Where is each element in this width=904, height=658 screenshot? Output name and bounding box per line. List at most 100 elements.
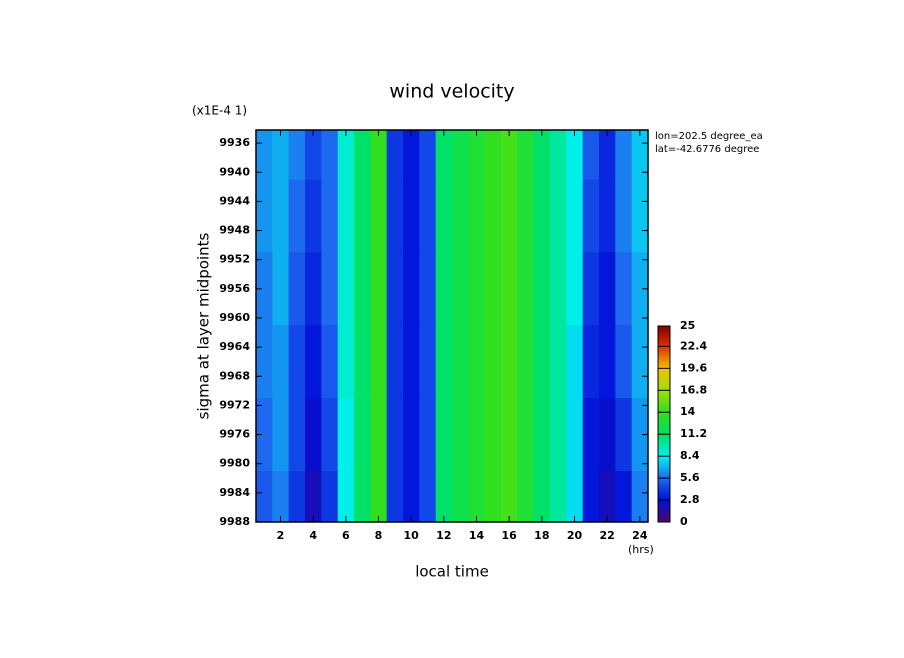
heat-cell (615, 398, 633, 472)
x-unit: (hrs) (628, 543, 654, 556)
heat-cell (337, 130, 355, 181)
x-tick-label: 2 (277, 529, 285, 542)
heat-cell (435, 130, 453, 181)
heat-cell (533, 470, 551, 523)
heat-cell (288, 398, 306, 472)
heat-cell (419, 130, 437, 181)
heat-cell (484, 470, 502, 523)
y-tick-label: 9968 (219, 369, 250, 382)
heat-cell (517, 130, 535, 181)
colorbar-tick-label: 19.6 (680, 361, 707, 374)
heat-cell (419, 179, 437, 253)
heat-cell (337, 252, 355, 326)
heat-cell (452, 130, 469, 181)
heat-cell (337, 398, 355, 472)
y-tick-label: 9976 (219, 428, 250, 441)
heat-cell (386, 130, 404, 181)
heat-cell (484, 325, 502, 399)
heat-cell (501, 179, 518, 253)
heat-cell (550, 179, 567, 253)
heat-cell (435, 470, 453, 523)
heat-cell (533, 398, 551, 472)
heat-cell (354, 325, 371, 399)
heat-cell (370, 130, 388, 181)
annotation: lon=202.5 degree_ea (655, 131, 763, 142)
y-tick-label: 9960 (219, 311, 250, 324)
heat-cell (582, 325, 600, 399)
heat-cell (582, 130, 600, 181)
heat-cell (550, 470, 567, 523)
heat-cell (615, 470, 633, 523)
heat-cell (321, 179, 339, 253)
heat-cell (599, 398, 616, 472)
heat-cell (599, 179, 616, 253)
y-tick-label: 9948 (219, 224, 250, 237)
x-tick-label: 16 (502, 529, 518, 542)
y-tick-label: 9972 (219, 398, 250, 411)
heat-cell (403, 252, 420, 326)
heat-cell (354, 252, 371, 326)
heat-cell (501, 398, 518, 472)
heat-cell (517, 470, 535, 523)
y-tick-label: 9956 (219, 282, 250, 295)
heat-cell (305, 130, 322, 181)
heat-cell (501, 325, 518, 399)
heat-cell (386, 398, 404, 472)
heat-cell (256, 179, 273, 253)
heat-cell (256, 470, 273, 523)
heat-cell (272, 179, 290, 253)
heat-cell (566, 130, 584, 181)
heat-cell (566, 470, 584, 523)
heat-cell (533, 130, 551, 181)
heat-cell (452, 179, 469, 253)
heat-cell (435, 325, 453, 399)
heat-cell (599, 325, 616, 399)
heat-cell (288, 470, 306, 523)
heat-cell (452, 252, 469, 326)
x-tick-label: 10 (404, 529, 420, 542)
y-tick-label: 9988 (219, 515, 250, 528)
heat-cell (256, 130, 273, 181)
heat-cell (566, 325, 584, 399)
y-tick-label: 9936 (219, 136, 250, 149)
heat-cell (337, 470, 355, 523)
heat-cell (468, 470, 486, 523)
x-tick-label: 14 (469, 529, 485, 542)
heat-cell (435, 398, 453, 472)
colorbar-tick-label: 0 (680, 515, 688, 528)
colorbar-tick-label: 14 (680, 405, 696, 418)
heat-cell (615, 252, 633, 326)
heat-cell (403, 470, 420, 523)
heat-cell (354, 179, 371, 253)
heat-cell (256, 398, 273, 472)
heat-cell (288, 179, 306, 253)
heat-cell (256, 325, 273, 399)
colorbar-tick-label: 2.8 (680, 493, 700, 506)
heat-cell (370, 325, 388, 399)
heat-cell (386, 325, 404, 399)
plot-frame (255, 129, 649, 523)
heat-cell (517, 179, 535, 253)
heat-cell (599, 252, 616, 326)
heat-cell (582, 252, 600, 326)
heat-cell (288, 130, 306, 181)
heat-cell (305, 398, 322, 472)
x-tick-label: 20 (567, 529, 583, 542)
heat-cell (550, 252, 567, 326)
heat-cell (272, 130, 290, 181)
heat-cell (599, 470, 616, 523)
heat-cell (321, 130, 339, 181)
heat-cell (631, 179, 649, 253)
heat-cell (615, 325, 633, 399)
heat-cell (435, 252, 453, 326)
heat-cell (370, 252, 388, 326)
heat-cell (288, 325, 306, 399)
heat-cell (582, 179, 600, 253)
y-tick-label: 9984 (219, 486, 250, 499)
heat-cell (484, 398, 502, 472)
heat-cell (468, 398, 486, 472)
x-tick-label: 22 (600, 529, 615, 542)
heat-cell (386, 470, 404, 523)
heat-cell (631, 252, 649, 326)
heat-cell (501, 252, 518, 326)
